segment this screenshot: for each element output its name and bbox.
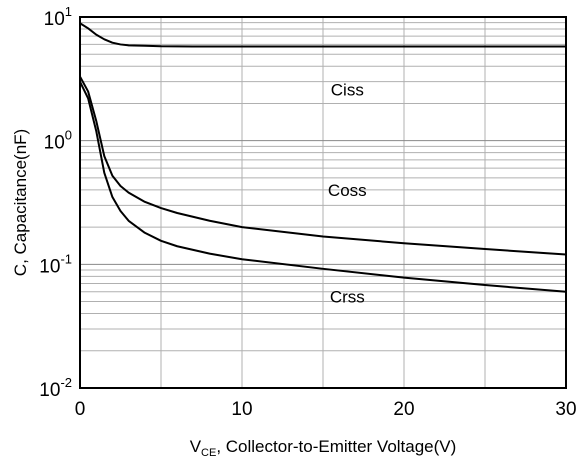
series-label-crss: Crss — [330, 287, 365, 306]
y-tick-label: 100 — [44, 128, 72, 154]
series-label-ciss: Ciss — [331, 80, 364, 99]
grid — [80, 17, 566, 388]
annotations: Ciss Coss Crss — [328, 80, 367, 306]
y-tick-label: 101 — [44, 4, 72, 30]
x-tick-label: 30 — [555, 399, 576, 420]
y-tick-label: 10-2 — [39, 375, 72, 401]
x-axis-label: VCE, Collector-to-Emitter Voltage(V) — [190, 437, 457, 459]
x-tick-labels: 0 10 20 30 — [75, 399, 577, 420]
series-label-coss: Coss — [328, 181, 367, 200]
y-tick-labels: 101 100 10-1 10-2 — [39, 4, 72, 401]
x-tick-label: 10 — [231, 399, 252, 420]
plot-frame — [79, 16, 567, 389]
series-lines — [79, 22, 567, 293]
x-tick-label: 20 — [393, 399, 414, 420]
series-line-crss — [79, 81, 567, 293]
x-tick-label: 0 — [75, 399, 86, 420]
x-axis-label-subscript: CE — [201, 447, 216, 459]
series-line-coss — [79, 76, 567, 256]
series-line-ciss — [79, 22, 566, 48]
y-tick-label: 10-1 — [39, 251, 72, 277]
x-axis-label-prefix: V — [190, 437, 202, 456]
y-axis-label: C, Capacitance(nF) — [11, 129, 30, 276]
x-axis-label-rest: , Collector-to-Emitter Voltage(V) — [216, 437, 456, 456]
